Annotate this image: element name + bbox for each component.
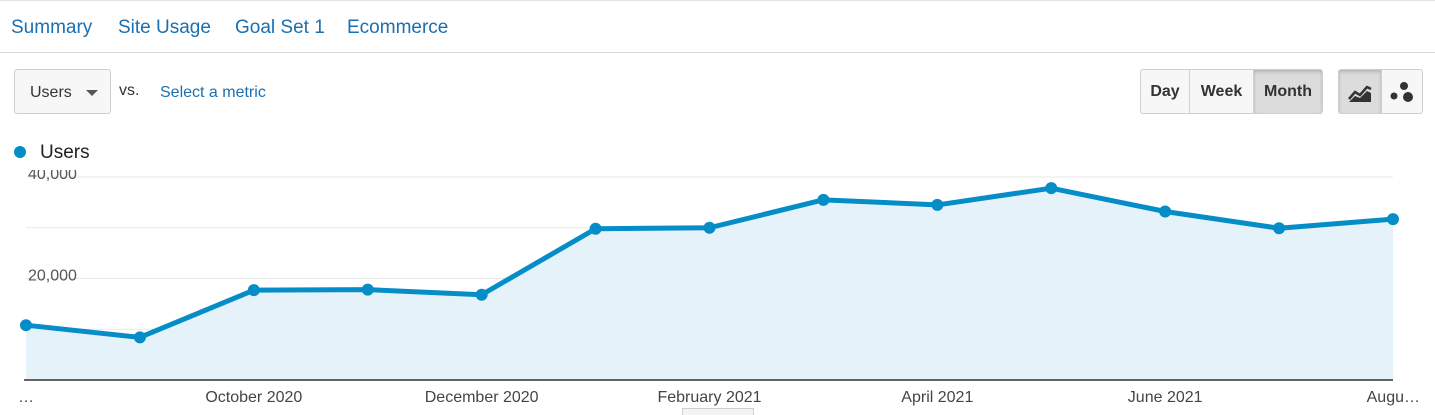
week-button[interactable]: Week (1189, 69, 1254, 114)
motion-chart-button[interactable] (1381, 69, 1423, 114)
tab-goal-set-1[interactable]: Goal Set 1 (235, 17, 325, 38)
tab-site-usage[interactable]: Site Usage (118, 17, 211, 38)
data-point-users (133, 331, 146, 344)
data-point-users (817, 193, 830, 206)
data-point-users (475, 288, 488, 301)
x-tick-label: Augu… (1367, 389, 1420, 406)
data-point-users (589, 222, 602, 235)
motion-chart-icon (1390, 81, 1413, 102)
month-button[interactable]: Month (1253, 69, 1323, 114)
x-tick-label: October 2020 (205, 389, 302, 406)
data-point-users (1045, 182, 1058, 195)
line-chart-icon (1348, 84, 1372, 102)
chart-scroll-handle[interactable] (682, 408, 754, 415)
series-area-users (26, 188, 1393, 380)
data-point-users (703, 221, 716, 234)
users-line-chart: 40,000 20,000 … October 2020 December 2020 Fe… (18, 170, 1420, 406)
metric-dropdown-label: Users (30, 84, 72, 101)
data-point-users (1159, 205, 1172, 218)
data-point-users (361, 283, 374, 296)
day-button[interactable]: Day (1140, 69, 1190, 114)
tab-summary[interactable]: Summary (11, 17, 93, 38)
y-tick-label: 40,000 (28, 170, 77, 183)
x-tick-label: April 2021 (901, 389, 973, 406)
legend-dot-users (14, 146, 26, 158)
select-metric-link[interactable]: Select a metric (160, 84, 266, 101)
data-point-users (1387, 213, 1399, 226)
chevron-down-icon (86, 90, 98, 96)
data-point-users (20, 319, 32, 332)
report-tabs: Summary Site Usage Goal Set 1 Ecommerce (0, 0, 1435, 53)
data-point-users (1273, 222, 1286, 235)
vs-label: vs. (119, 82, 140, 99)
x-tick-label: June 2021 (1128, 389, 1203, 406)
x-tick-label: … (18, 389, 34, 406)
x-tick-label: December 2020 (425, 389, 539, 406)
x-tick-label: February 2021 (657, 389, 761, 406)
line-chart-button[interactable] (1338, 69, 1382, 114)
y-tick-label: 20,000 (28, 268, 77, 285)
legend-label-users: Users (40, 142, 90, 163)
tab-ecommerce[interactable]: Ecommerce (347, 17, 449, 38)
data-point-users (247, 284, 260, 297)
data-point-users (931, 198, 944, 211)
metric-dropdown[interactable]: Users (14, 69, 111, 114)
